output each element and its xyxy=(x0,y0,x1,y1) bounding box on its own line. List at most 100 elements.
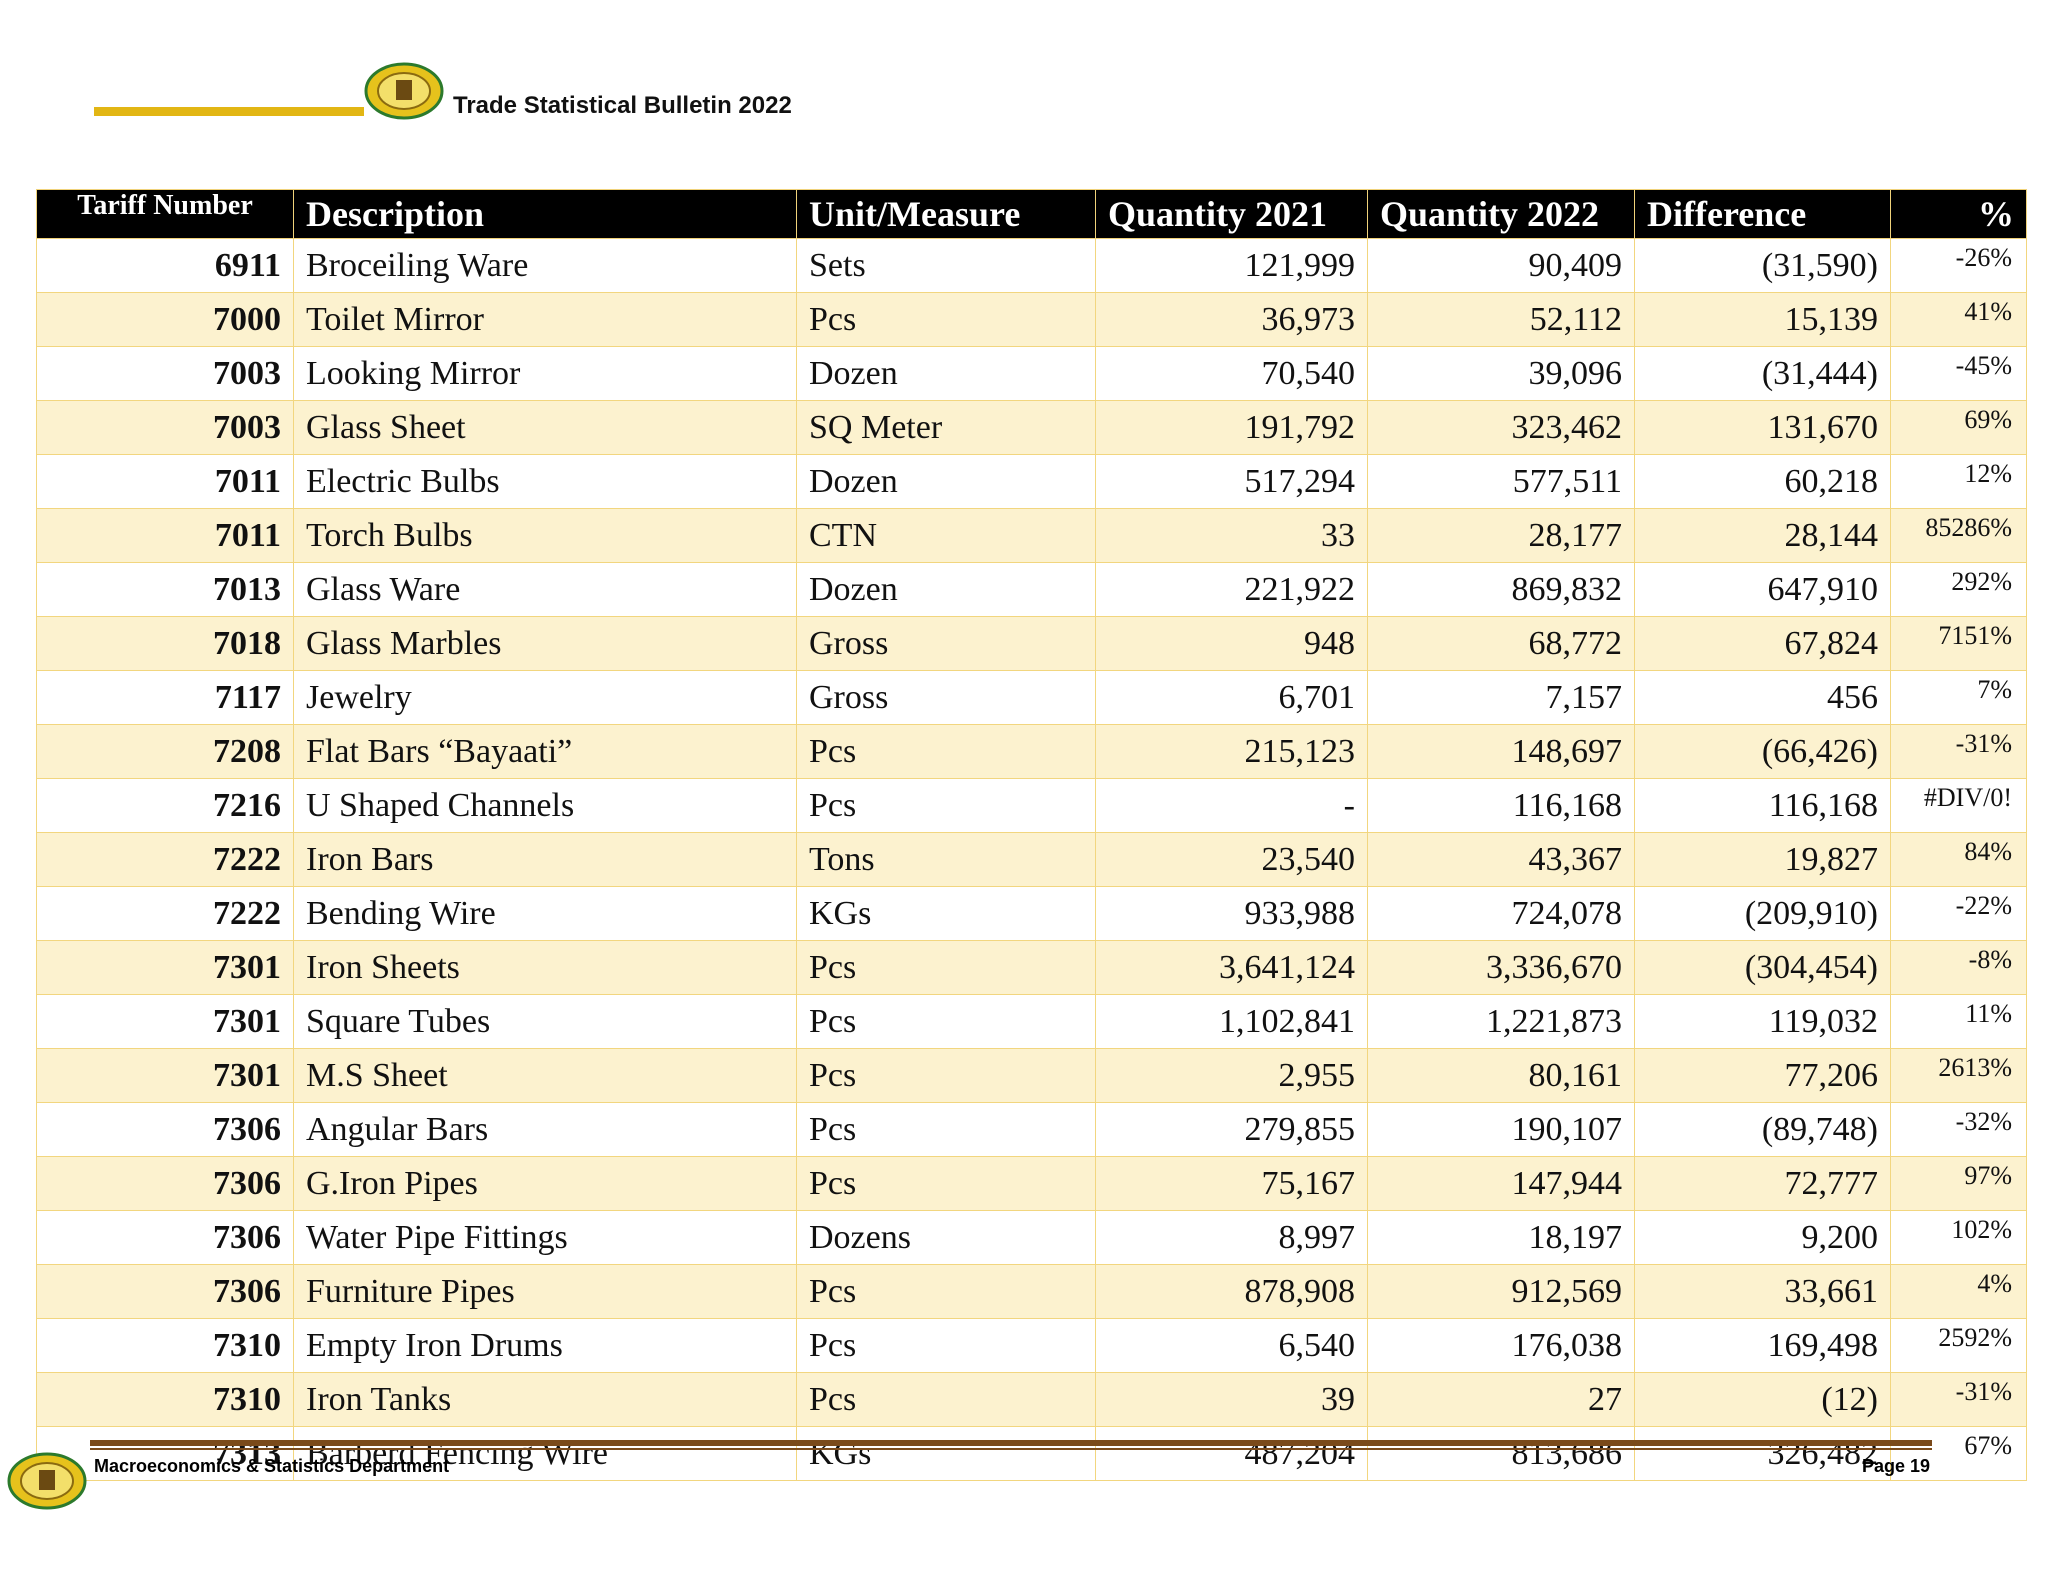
table-cell: Broceiling Ware xyxy=(293,238,797,293)
table-row: 7301 Square Tubes Pcs 1,102,841 1,221,873 119… xyxy=(36,994,2027,1049)
table-cell: 7% xyxy=(1890,670,2027,725)
column-header: Unit/Measure xyxy=(796,189,1096,239)
table-cell: Dozen xyxy=(796,346,1096,401)
table-cell: 11% xyxy=(1890,994,2027,1049)
table-cell: Iron Bars xyxy=(293,832,797,887)
table-cell: 41% xyxy=(1890,292,2027,347)
table-cell: (209,910) xyxy=(1634,886,1891,941)
table-cell: 68,772 xyxy=(1367,616,1635,671)
table-cell: 85286% xyxy=(1890,508,2027,563)
table-cell: (12) xyxy=(1634,1372,1891,1427)
table-cell: 43,367 xyxy=(1367,832,1635,887)
table-cell: Pcs xyxy=(796,1372,1096,1427)
table-cell: -45% xyxy=(1890,346,2027,401)
table-cell: 97% xyxy=(1890,1156,2027,1211)
table-cell: 323,462 xyxy=(1367,400,1635,455)
table-cell: 7117 xyxy=(36,670,294,725)
table-cell: 176,038 xyxy=(1367,1318,1635,1373)
table-cell: 67,824 xyxy=(1634,616,1891,671)
table-cell: 7301 xyxy=(36,940,294,995)
table-cell: Tons xyxy=(796,832,1096,887)
table-cell: 147,944 xyxy=(1367,1156,1635,1211)
table-cell: 647,910 xyxy=(1634,562,1891,617)
table-cell: Iron Sheets xyxy=(293,940,797,995)
column-header: Difference xyxy=(1634,189,1891,239)
page-number: Page 19 xyxy=(1861,1456,1930,1476)
table-cell: 7151% xyxy=(1890,616,2027,671)
table-cell: -32% xyxy=(1890,1102,2027,1157)
table-cell: Gross xyxy=(796,616,1096,671)
column-header: Tariff Number xyxy=(36,189,294,239)
table-cell: Square Tubes xyxy=(293,994,797,1049)
table-row: 7011 Electric Bulbs Dozen 517,294 577,511 60,… xyxy=(36,454,2027,509)
table-cell: 2,955 xyxy=(1095,1048,1368,1103)
header-row: Tariff Number Description Unit/Measure Quan… xyxy=(36,189,2027,239)
table-cell: 116,168 xyxy=(1367,778,1635,833)
table-row: 7117 Jewelry Gross 6,701 7,157 456 7% xyxy=(36,670,2027,725)
table-cell: SQ Meter xyxy=(796,400,1096,455)
table-cell: 1,102,841 xyxy=(1095,994,1368,1049)
table-cell: 116,168 xyxy=(1634,778,1891,833)
table-row: 7306 Furniture Pipes Pcs 878,908 912,569 33,6… xyxy=(36,1264,2027,1319)
table-cell: 69% xyxy=(1890,400,2027,455)
table-cell: 724,078 xyxy=(1367,886,1635,941)
table-cell: Dozen xyxy=(796,454,1096,509)
table-cell: -31% xyxy=(1890,1372,2027,1427)
table-row: 7208 Flat Bars “Bayaati” Pcs 215,123 148,697… xyxy=(36,724,2027,779)
table-cell: 33,661 xyxy=(1634,1264,1891,1319)
table-cell: 813,686 xyxy=(1367,1426,1635,1481)
table-cell: 27 xyxy=(1367,1372,1635,1427)
table-cell: 52,112 xyxy=(1367,292,1635,347)
table-cell: KGs xyxy=(796,886,1096,941)
table-cell: (304,454) xyxy=(1634,940,1891,995)
table-cell: Pcs xyxy=(796,778,1096,833)
table-row: 7222 Bending Wire KGs 933,988 724,078 (209,91… xyxy=(36,886,2027,941)
table-cell: 39,096 xyxy=(1367,346,1635,401)
table-cell: 7216 xyxy=(36,778,294,833)
table-row: 7310 Iron Tanks Pcs 39 27 (12) -31% xyxy=(36,1372,2027,1427)
table-cell: 7003 xyxy=(36,346,294,401)
table-cell: 869,832 xyxy=(1367,562,1635,617)
table-row: 6911 Broceiling Ware Sets 121,999 90,409 (31,… xyxy=(36,238,2027,293)
table-cell: 3,641,124 xyxy=(1095,940,1368,995)
table-cell: (31,444) xyxy=(1634,346,1891,401)
table-row: 7306 G.Iron Pipes Pcs 75,167 147,944 72,777 97… xyxy=(36,1156,2027,1211)
table-cell: -31% xyxy=(1890,724,2027,779)
table-cell: (66,426) xyxy=(1634,724,1891,779)
table-cell: 7,157 xyxy=(1367,670,1635,725)
table-cell: 7301 xyxy=(36,1048,294,1103)
table-cell: 90,409 xyxy=(1367,238,1635,293)
table-cell: Pcs xyxy=(796,724,1096,779)
table-cell: 39 xyxy=(1095,1372,1368,1427)
table-cell: 191,792 xyxy=(1095,400,1368,455)
table-cell: 456 xyxy=(1634,670,1891,725)
table-cell: Pcs xyxy=(796,994,1096,1049)
table-cell: 23,540 xyxy=(1095,832,1368,887)
table-cell: 7000 xyxy=(36,292,294,347)
table-cell: 7306 xyxy=(36,1210,294,1265)
table-cell: 7011 xyxy=(36,508,294,563)
table-row: 7306 Water Pipe Fittings Dozens 8,997 18,197… xyxy=(36,1210,2027,1265)
column-header: Quantity 2021 xyxy=(1095,189,1368,239)
table-row: 7013 Glass Ware Dozen 221,922 869,832 647,910… xyxy=(36,562,2027,617)
table-cell: 326,482 xyxy=(1634,1426,1891,1481)
table-cell: 28,144 xyxy=(1634,508,1891,563)
table-cell: Glass Sheet xyxy=(293,400,797,455)
table-cell: Bending Wire xyxy=(293,886,797,941)
logo xyxy=(364,62,444,120)
table-row: 7306 Angular Bars Pcs 279,855 190,107 (89,748… xyxy=(36,1102,2027,1157)
table-cell: 70,540 xyxy=(1095,346,1368,401)
table-cell: CTN xyxy=(796,508,1096,563)
table-cell: Angular Bars xyxy=(293,1102,797,1157)
table-cell: 36,973 xyxy=(1095,292,1368,347)
table-cell: 7003 xyxy=(36,400,294,455)
footer-logo xyxy=(7,1452,87,1510)
table-row: 7003 Looking Mirror Dozen 70,540 39,096 (31,4… xyxy=(36,346,2027,401)
table-cell: KGs xyxy=(796,1426,1096,1481)
table-cell: Pcs xyxy=(796,940,1096,995)
table-cell: 221,922 xyxy=(1095,562,1368,617)
table-row: 7216 U Shaped Channels Pcs -116,168 116,168 #… xyxy=(36,778,2027,833)
table-row: 7003 Glass Sheet SQ Meter 191,792 323,462 131… xyxy=(36,400,2027,455)
table-cell: Pcs xyxy=(796,292,1096,347)
table-cell: 9,200 xyxy=(1634,1210,1891,1265)
